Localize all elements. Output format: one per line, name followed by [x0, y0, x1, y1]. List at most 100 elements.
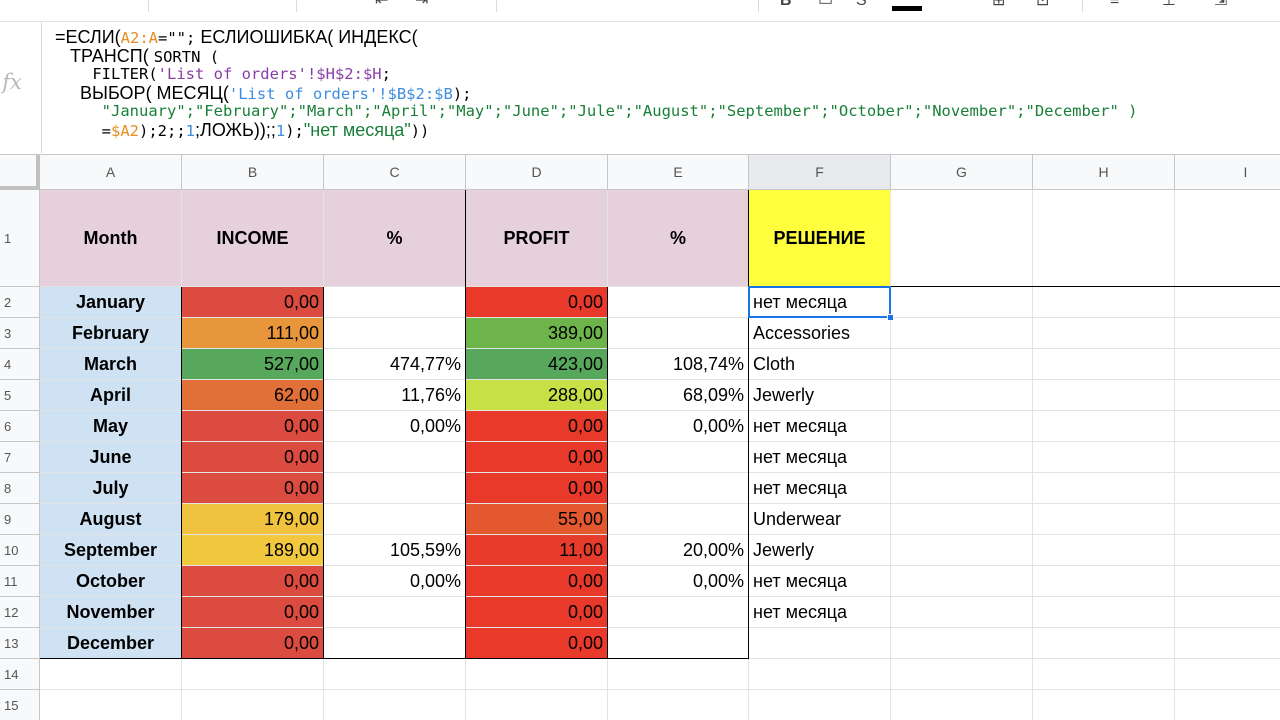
vertical-align-icon[interactable]: ⊥: [1162, 0, 1176, 9]
income-cell[interactable]: 0,00: [182, 287, 324, 318]
month-cell[interactable]: January: [40, 287, 182, 318]
empty-cell[interactable]: [891, 411, 1033, 442]
empty-cell[interactable]: [1033, 287, 1175, 318]
empty-cell[interactable]: [40, 690, 182, 720]
profit-cell[interactable]: 0,00: [466, 566, 608, 597]
reshenie-cell[interactable]: Jewerly: [749, 535, 891, 566]
empty-cell[interactable]: [1033, 473, 1175, 504]
month-cell[interactable]: March: [40, 349, 182, 380]
reshenie-cell[interactable]: Jewerly: [749, 380, 891, 411]
empty-cell[interactable]: [1033, 566, 1175, 597]
align-right-icon[interactable]: ⇥: [415, 0, 429, 9]
text-wrap-icon[interactable]: ⇲: [1214, 0, 1228, 9]
month-cell[interactable]: November: [40, 597, 182, 628]
column-header-b[interactable]: B: [182, 155, 324, 190]
empty-cell[interactable]: [1175, 659, 1280, 690]
borders-icon[interactable]: ⊞: [992, 0, 1006, 9]
empty-cell[interactable]: [1033, 318, 1175, 349]
profit-percent-cell[interactable]: 0,00%: [608, 411, 749, 442]
bold-icon[interactable]: B: [780, 0, 792, 9]
reshenie-cell[interactable]: нет месяца: [749, 597, 891, 628]
empty-cell[interactable]: [1033, 411, 1175, 442]
profit-cell[interactable]: 389,00: [466, 318, 608, 349]
profit-percent-cell[interactable]: [608, 628, 749, 659]
header-cell-profit[interactable]: PROFIT: [466, 190, 608, 287]
header-cell-reshenie[interactable]: РЕШЕНИЕ: [749, 190, 891, 287]
empty-cell[interactable]: [324, 659, 466, 690]
empty-cell[interactable]: [324, 690, 466, 720]
profit-percent-cell[interactable]: 108,74%: [608, 349, 749, 380]
row-header-2[interactable]: 2: [0, 287, 40, 318]
row-header-11[interactable]: 11: [0, 566, 40, 597]
empty-cell[interactable]: [1175, 473, 1280, 504]
month-cell[interactable]: April: [40, 380, 182, 411]
empty-cell[interactable]: [1033, 190, 1175, 287]
empty-cell[interactable]: [891, 597, 1033, 628]
align-left-icon[interactable]: ⇤: [375, 0, 389, 9]
header-cell-income[interactable]: INCOME: [182, 190, 324, 287]
empty-cell[interactable]: [891, 190, 1033, 287]
column-header-d[interactable]: D: [466, 155, 608, 190]
header-cell-month[interactable]: Month: [40, 190, 182, 287]
month-cell[interactable]: July: [40, 473, 182, 504]
empty-cell[interactable]: [182, 659, 324, 690]
empty-cell[interactable]: [40, 659, 182, 690]
empty-cell[interactable]: [891, 287, 1033, 318]
income-cell[interactable]: 189,00: [182, 535, 324, 566]
profit-cell[interactable]: 55,00: [466, 504, 608, 535]
row-header-9[interactable]: 9: [0, 504, 40, 535]
row-header-1[interactable]: 1: [0, 190, 40, 287]
empty-cell[interactable]: [1175, 442, 1280, 473]
profit-percent-cell[interactable]: [608, 473, 749, 504]
reshenie-cell[interactable]: нет месяца: [749, 442, 891, 473]
empty-cell[interactable]: [891, 473, 1033, 504]
empty-cell[interactable]: [1033, 628, 1175, 659]
empty-cell[interactable]: [891, 380, 1033, 411]
empty-cell[interactable]: [749, 659, 891, 690]
income-cell[interactable]: 179,00: [182, 504, 324, 535]
income-cell[interactable]: 0,00: [182, 473, 324, 504]
profit-percent-cell[interactable]: [608, 287, 749, 318]
reshenie-cell[interactable]: нет месяца: [749, 566, 891, 597]
income-percent-cell[interactable]: [324, 442, 466, 473]
empty-cell[interactable]: [1033, 380, 1175, 411]
row-header-10[interactable]: 10: [0, 535, 40, 566]
income-cell[interactable]: 62,00: [182, 380, 324, 411]
profit-cell[interactable]: 0,00: [466, 628, 608, 659]
income-cell[interactable]: 0,00: [182, 628, 324, 659]
empty-cell[interactable]: [891, 628, 1033, 659]
empty-cell[interactable]: [1033, 442, 1175, 473]
merge-cells-icon[interactable]: ⊡: [1036, 0, 1050, 9]
month-cell[interactable]: February: [40, 318, 182, 349]
month-cell[interactable]: June: [40, 442, 182, 473]
empty-cell[interactable]: [1033, 659, 1175, 690]
month-cell[interactable]: May: [40, 411, 182, 442]
profit-cell[interactable]: 0,00: [466, 473, 608, 504]
income-percent-cell[interactable]: [324, 628, 466, 659]
income-percent-cell[interactable]: [324, 287, 466, 318]
row-header-6[interactable]: 6: [0, 411, 40, 442]
month-cell[interactable]: September: [40, 535, 182, 566]
month-cell[interactable]: October: [40, 566, 182, 597]
column-header-f[interactable]: F: [749, 155, 891, 190]
header-cell-pct2[interactable]: %: [608, 190, 749, 287]
income-cell[interactable]: 527,00: [182, 349, 324, 380]
empty-cell[interactable]: [891, 318, 1033, 349]
reshenie-cell[interactable]: нет месяца: [749, 287, 891, 318]
horizontal-align-icon[interactable]: ≡: [1110, 0, 1120, 9]
fill-handle[interactable]: [887, 314, 894, 321]
empty-cell[interactable]: [1033, 504, 1175, 535]
empty-cell[interactable]: [1175, 287, 1280, 318]
empty-cell[interactable]: [891, 659, 1033, 690]
empty-cell[interactable]: [1175, 535, 1280, 566]
empty-cell[interactable]: [608, 690, 749, 720]
income-percent-cell[interactable]: [324, 597, 466, 628]
column-header-h[interactable]: H: [1033, 155, 1175, 190]
row-header-3[interactable]: 3: [0, 318, 40, 349]
empty-cell[interactable]: [1175, 349, 1280, 380]
income-percent-cell[interactable]: [324, 318, 466, 349]
row-header-13[interactable]: 13: [0, 628, 40, 659]
empty-cell[interactable]: [608, 659, 749, 690]
income-percent-cell[interactable]: 0,00%: [324, 566, 466, 597]
column-header-e[interactable]: E: [608, 155, 749, 190]
